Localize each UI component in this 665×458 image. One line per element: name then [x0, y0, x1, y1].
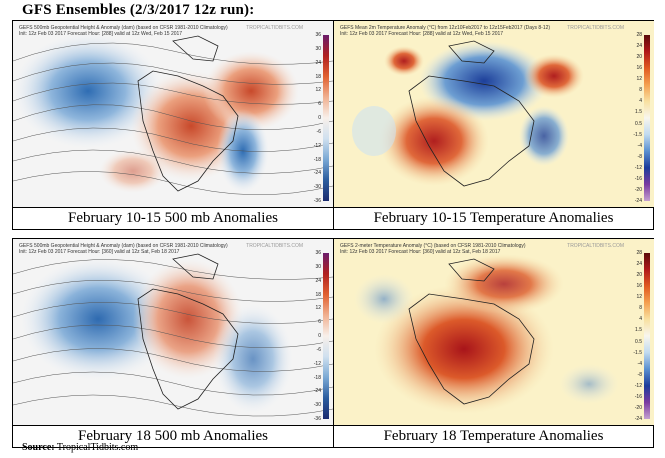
legend-tick-label: -36 — [313, 416, 321, 422]
map-header: GEFS Mean 2m Temperature Anomaly (°C) fr… — [340, 25, 550, 37]
map-brand: TROPICALTIDBITS.COM — [246, 25, 303, 31]
legend-tick-label: 20 — [636, 272, 642, 279]
legend-tick-label: 12 — [636, 294, 642, 301]
map-header-title: GEFS 500mb Geopotential Height & Anomaly… — [19, 243, 228, 249]
legend-tick-label: -18 — [313, 156, 321, 163]
legend-tick-label: 16 — [636, 283, 642, 290]
map-brand: TROPICALTIDBITS.COM — [567, 243, 624, 249]
legend-tick-label: 0 — [318, 333, 321, 339]
height-anomaly-map — [13, 239, 333, 425]
legend-tick-label: -6 — [316, 128, 321, 135]
top-row-table: GEFS 500mb Geopotential Height & Anomaly… — [12, 20, 654, 230]
legend-tick-label: 30 — [315, 263, 321, 270]
legend-tick-label: 1.5 — [635, 109, 642, 116]
legend-tick-label: -12 — [634, 382, 642, 389]
legend-tick-label: -1.5 — [633, 131, 642, 138]
legend-tick-label: -1.5 — [633, 349, 642, 356]
map-header-title: GEFS 500mb Geopotential Height & Anomaly… — [19, 25, 228, 31]
map-temp-feb10-15: GEFS Mean 2m Temperature Anomaly (°C) fr… — [334, 21, 654, 207]
color-scale-bar — [323, 253, 329, 419]
legend-tick-label: 36 — [315, 32, 321, 38]
legend-tick-label: -12 — [634, 164, 642, 171]
legend-tick-label: 6 — [318, 319, 321, 326]
map-header-subtitle: Init: 12z Feb 03 2017 Forecast Hour: [28… — [340, 31, 504, 37]
legend-tick-label: 18 — [315, 291, 321, 298]
legend-tick-label: 0.5 — [635, 338, 642, 345]
legend-tick-label: -24 — [634, 198, 642, 204]
legend-tick-label: 36 — [315, 250, 321, 256]
map-500mb-feb10-15: GEFS 500mb Geopotential Height & Anomaly… — [13, 21, 334, 207]
legend-tick-label: 4 — [639, 98, 642, 105]
legend-tick-label: -36 — [313, 198, 321, 204]
temperature-anomaly-map — [334, 21, 654, 207]
legend-tick-label: 0 — [318, 115, 321, 121]
map-header: GEFS 500mb Geopotential Height & Anomaly… — [19, 25, 228, 37]
legend-tick-label: -20 — [634, 186, 642, 193]
color-scale-bar — [644, 253, 650, 419]
legend-tick-label: -16 — [634, 175, 642, 182]
legend-tick-label: 1.5 — [635, 327, 642, 334]
map-header: GEFS 500mb Geopotential Height & Anomaly… — [19, 243, 228, 255]
legend-tick-label: -30 — [313, 402, 321, 409]
map-brand: TROPICALTIDBITS.COM — [246, 243, 303, 249]
legend-tick-label: 8 — [639, 305, 642, 312]
legend-tick-label: 24 — [636, 261, 642, 268]
legend-tick-label: -8 — [637, 153, 642, 160]
legend-tick-label: -4 — [637, 142, 642, 149]
map-header-subtitle: Init: 12z Feb 03 2017 Forecast Hour: [28… — [19, 31, 183, 37]
map-temp-feb18: GEFS 2-meter Temperature Anomaly (°C) (b… — [334, 239, 654, 425]
legend-tick-label: -24 — [313, 388, 321, 395]
map-header-title: GEFS Mean 2m Temperature Anomaly (°C) fr… — [340, 25, 551, 31]
map-header: GEFS 2-meter Temperature Anomaly (°C) (b… — [340, 243, 526, 255]
color-scale-bar — [323, 35, 329, 201]
legend-tick-label: 6 — [318, 101, 321, 108]
legend-tick-label: -12 — [313, 142, 321, 149]
legend-tick-label: 24 — [315, 59, 321, 66]
legend-tick-label: 28 — [636, 32, 642, 38]
height-anomaly-map — [13, 21, 333, 207]
legend-tick-label: 24 — [315, 277, 321, 284]
legend-tick-label: 8 — [639, 87, 642, 94]
legend-tick-label: -12 — [313, 360, 321, 367]
map-brand: TROPICALTIDBITS.COM — [567, 25, 624, 31]
map-header-subtitle: Init: 12z Feb 03 2017 Forecast Hour: [36… — [340, 249, 501, 255]
legend-tick-label: -24 — [313, 170, 321, 177]
legend-tick-label: 28 — [636, 250, 642, 256]
legend-tick-label: 16 — [636, 65, 642, 72]
legend-tick-label: -4 — [637, 360, 642, 367]
legend-tick-label: 18 — [315, 73, 321, 80]
legend-tick-label: 30 — [315, 45, 321, 52]
legend-tick-label: 12 — [636, 76, 642, 83]
legend-tick-label: -20 — [634, 404, 642, 411]
page-title: GFS Ensembles (2/3/2017 12z run): — [22, 2, 255, 18]
map-500mb-feb18: GEFS 500mb Geopotential Height & Anomaly… — [13, 239, 334, 425]
map-header-title: GEFS 2-meter Temperature Anomaly (°C) (b… — [340, 243, 526, 249]
caption: February 18 Temperature Anomalies — [334, 425, 653, 447]
legend-tick-label: -24 — [634, 416, 642, 422]
color-scale-bar — [644, 35, 650, 201]
caption: February 18 500 mb Anomalies — [13, 425, 334, 447]
legend-tick-label: -30 — [313, 184, 321, 191]
map-header-subtitle: Init: 12z Feb 03 2017 Forecast Hour: [36… — [19, 249, 180, 255]
source-label: Source: — [22, 442, 55, 453]
caption: February 10-15 500 mb Anomalies — [13, 207, 334, 229]
legend-tick-label: 20 — [636, 54, 642, 61]
legend-tick-label: 24 — [636, 43, 642, 50]
source-value: TropicalTidbits.com — [56, 442, 139, 453]
source-line: Source: TropicalTidbits.com — [22, 442, 138, 453]
temperature-anomaly-map — [334, 239, 654, 425]
legend-tick-label: 12 — [315, 87, 321, 94]
legend-tick-label: -18 — [313, 374, 321, 381]
legend-tick-label: 4 — [639, 316, 642, 323]
bottom-row-table: GEFS 500mb Geopotential Height & Anomaly… — [12, 238, 654, 448]
legend-tick-label: -16 — [634, 393, 642, 400]
legend-tick-label: 12 — [315, 305, 321, 312]
legend-tick-label: -6 — [316, 346, 321, 353]
legend-tick-label: 0.5 — [635, 120, 642, 127]
caption: February 10-15 Temperature Anomalies — [334, 207, 653, 229]
legend-tick-label: -8 — [637, 371, 642, 378]
